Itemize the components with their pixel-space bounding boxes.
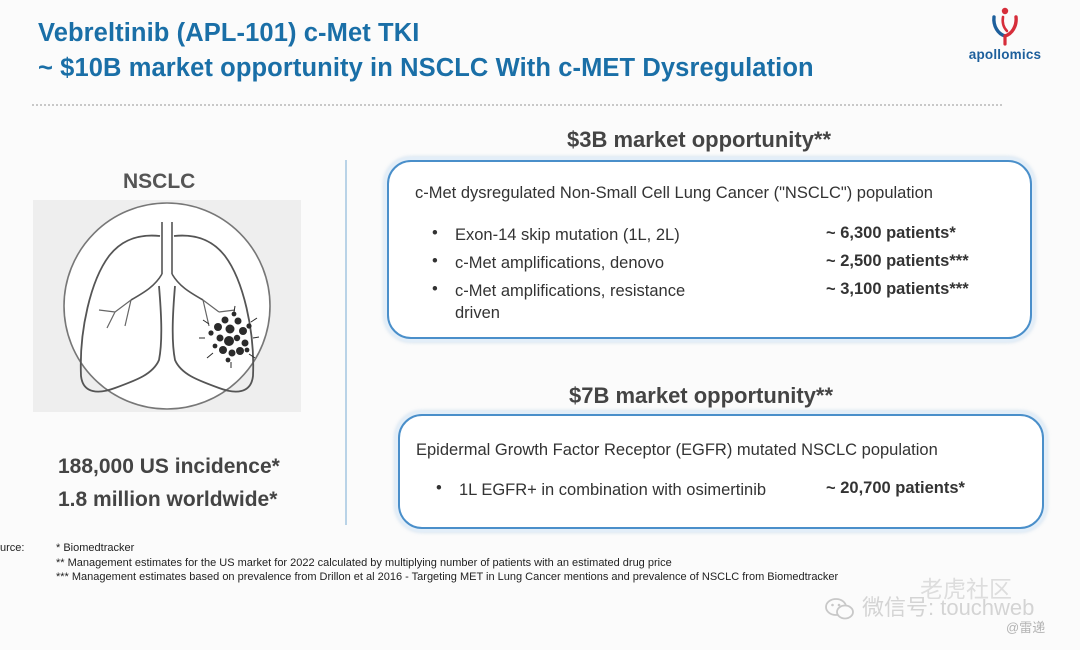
- wechat-icon: [825, 598, 854, 620]
- watermark-line-2-wrap: 微信号: touchweb: [824, 590, 1034, 622]
- title-line-1: Vebreltinib (APL-101) c-Met TKI: [38, 19, 420, 47]
- apollomics-logo-icon: [992, 7, 1018, 46]
- list-item: • c-Met amplifications, resistance drive…: [432, 280, 1012, 324]
- bullet-marker: •: [432, 252, 438, 270]
- row-label: c-Met amplifications, resistance driven: [455, 282, 686, 322]
- footnote-2: ** Management estimates for the US marke…: [56, 556, 672, 569]
- market-heading-3b: $3B market opportunity**: [567, 127, 832, 152]
- bullet-marker: •: [432, 280, 438, 298]
- tumor-cluster: [208, 311, 252, 363]
- row-label: 1L EGFR+ in combination with osimertinib: [459, 481, 767, 499]
- row-value: ~ 3,100 patients***: [826, 280, 969, 298]
- card-population-7b: Epidermal Growth Factor Receptor (EGFR) …: [416, 441, 938, 459]
- card-population-3b: c-Met dysregulated Non-Small Cell Lung C…: [415, 184, 933, 202]
- header-divider: [32, 104, 1002, 106]
- slide-title: Vebreltinib (APL-101) c-Met TKI ~ $10B m…: [38, 16, 814, 86]
- title-line-2: ~ $10B market opportunity in NSCLC With …: [38, 54, 814, 82]
- watermark-line-2: 微信号: touchweb: [862, 595, 1035, 620]
- us-incidence: 188,000 US incidence*: [58, 455, 280, 478]
- market-card-7b: Epidermal Growth Factor Receptor (EGFR) …: [398, 414, 1044, 529]
- list-item: • 1L EGFR+ in combination with osimertin…: [436, 479, 1026, 501]
- column-divider: [345, 160, 347, 525]
- nsclc-label: NSCLC: [123, 170, 196, 193]
- logo-wordmark: apollomics: [968, 47, 1042, 62]
- worldwide-incidence: 1.8 million worldwide*: [58, 488, 278, 511]
- footnote-1: * Biomedtracker: [56, 542, 135, 554]
- market-heading-7b: $7B market opportunity**: [569, 383, 834, 408]
- bullet-marker: •: [436, 479, 442, 497]
- apollomics-logo: apollomics: [955, 4, 1055, 70]
- list-item: • Exon-14 skip mutation (1L, 2L) ~ 6,300…: [432, 224, 1012, 246]
- lungs-icon: [63, 202, 271, 410]
- row-label: c-Met amplifications, denovo: [455, 254, 665, 272]
- footnote-3: *** Management estimates based on preval…: [56, 571, 839, 583]
- row-value: ~ 2,500 patients***: [826, 252, 969, 270]
- list-item: • c-Met amplifications, denovo ~ 2,500 p…: [432, 252, 1012, 274]
- author-handle: @雷递: [1006, 620, 1046, 635]
- tumor-spikes: [199, 305, 260, 368]
- row-value: ~ 6,300 patients*: [826, 224, 956, 242]
- watermark-line-1: 老虎社区: [920, 576, 1012, 602]
- bullet-marker: •: [432, 224, 438, 242]
- row-label: Exon-14 skip mutation (1L, 2L): [455, 226, 680, 244]
- row-value: ~ 20,700 patients*: [826, 479, 965, 497]
- sources-label: urce:: [0, 542, 25, 554]
- market-card-3b: c-Met dysregulated Non-Small Cell Lung C…: [387, 160, 1032, 339]
